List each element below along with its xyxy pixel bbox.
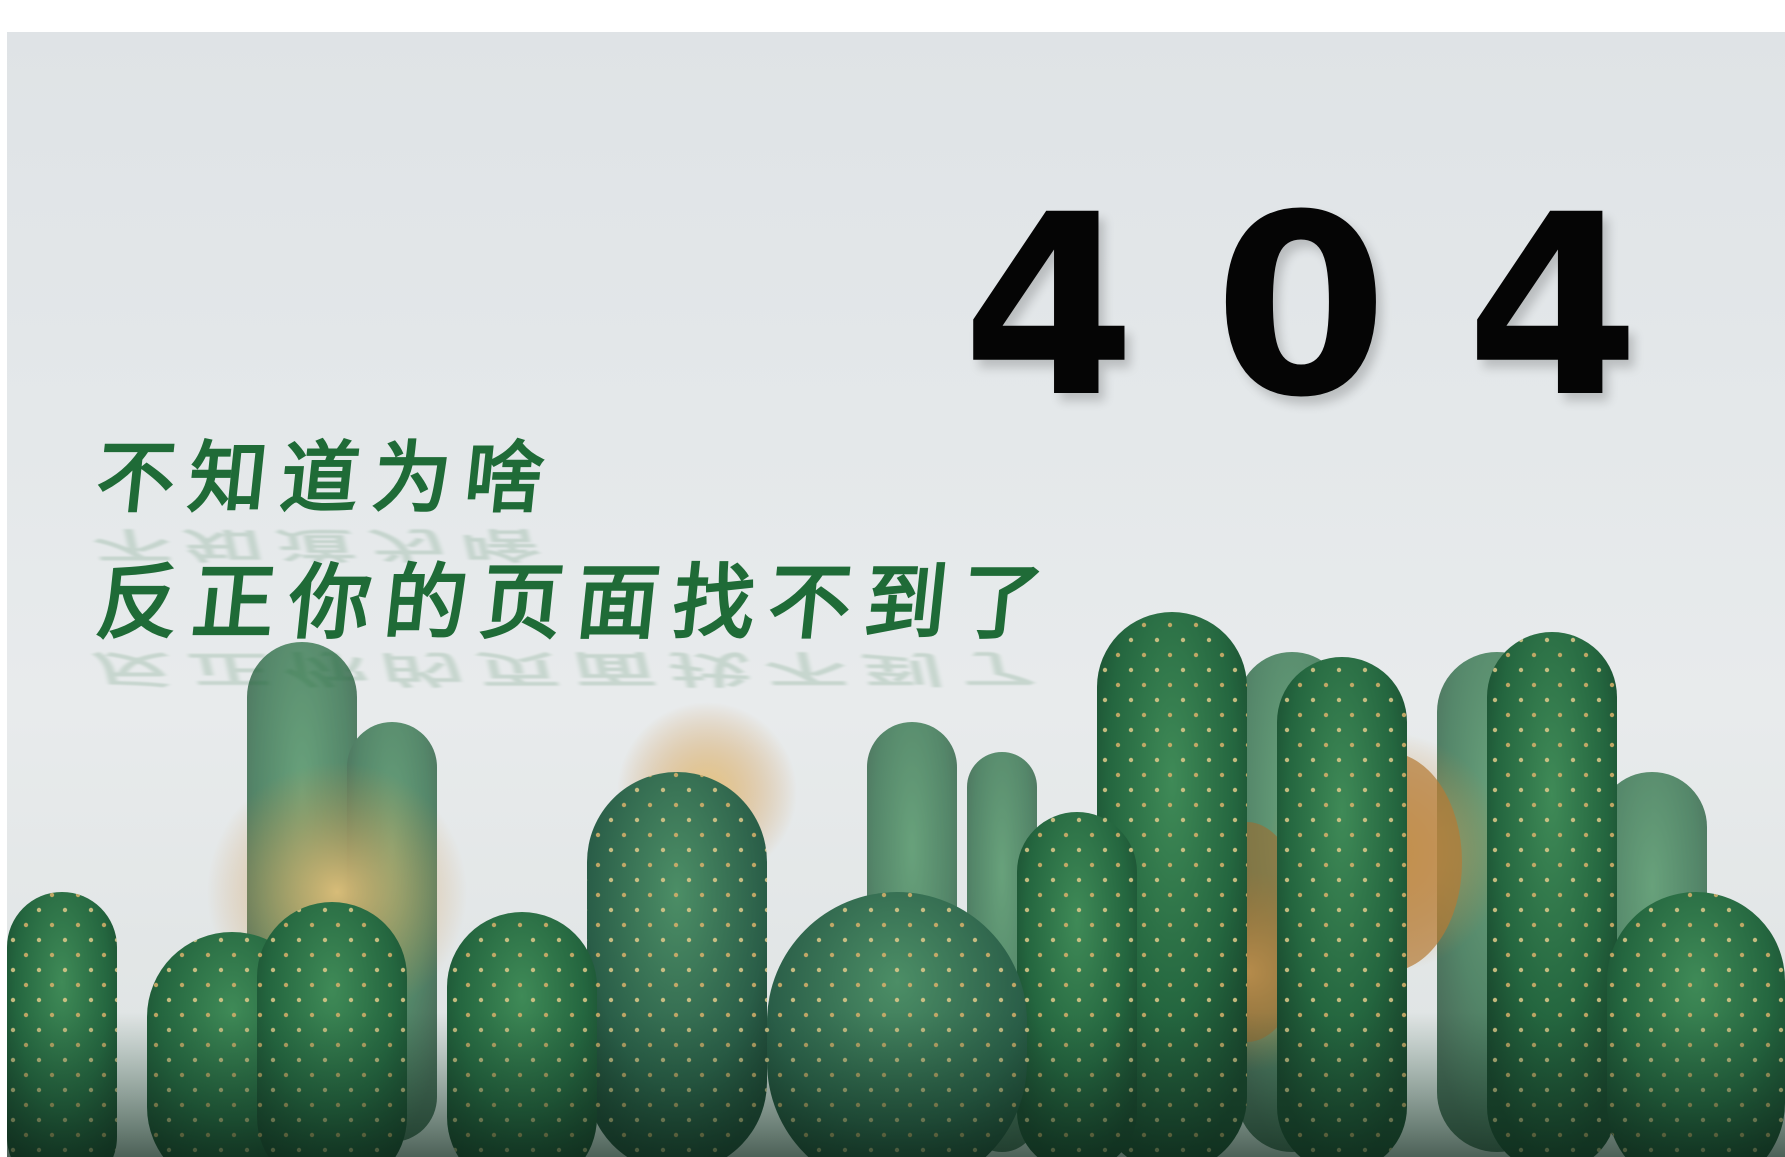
error-message-line-2-reflection: 反正你的页面找不到了: [87, 646, 1058, 691]
error-message-line-1: 不知道为啥: [92, 433, 562, 524]
error-code: 404: [962, 161, 1718, 452]
error-message-line-2: 反正你的页面找不到了: [91, 555, 1063, 651]
cactus-photo: [7, 612, 1785, 1157]
hero-image: 404 不知道为啥 不知道为啥 反正你的页面找不到了 反正你的页面找不到了: [7, 32, 1785, 1157]
